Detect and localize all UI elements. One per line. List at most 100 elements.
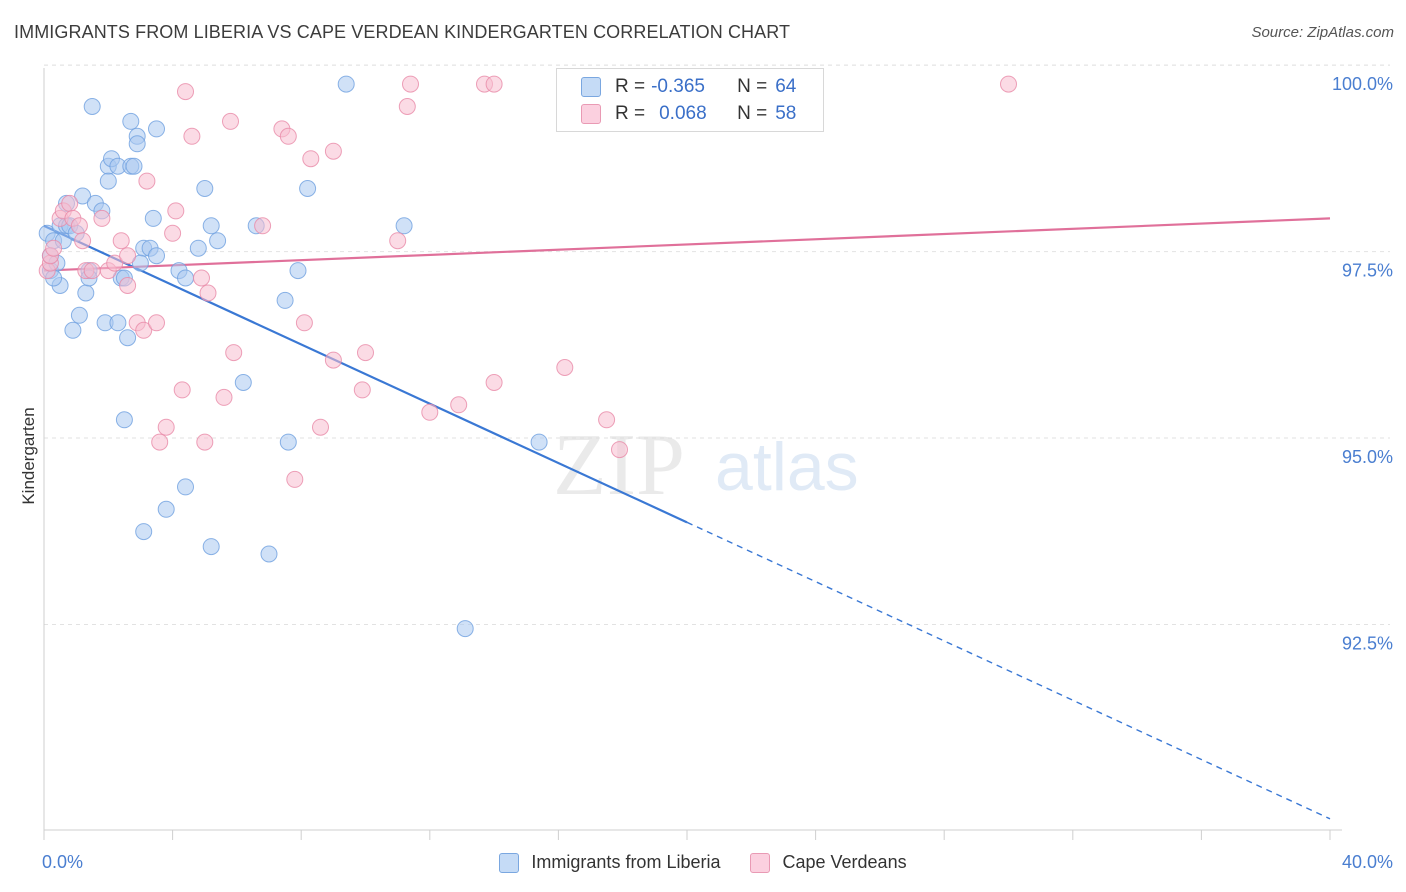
point-capeverde bbox=[389, 232, 407, 250]
point-liberia bbox=[99, 172, 117, 190]
point-liberia bbox=[299, 180, 317, 197]
point-capeverde bbox=[611, 441, 628, 459]
series-legend-capeverde[interactable]: Cape Verdeans bbox=[750, 852, 907, 873]
point-liberia bbox=[189, 239, 207, 257]
point-capeverde bbox=[151, 433, 169, 451]
point-capeverde bbox=[398, 98, 416, 115]
axes bbox=[43, 68, 1342, 840]
point-capeverde bbox=[598, 411, 616, 429]
point-capeverde bbox=[215, 388, 233, 406]
watermark-atlas: atlas bbox=[715, 429, 859, 505]
point-capeverde bbox=[302, 150, 320, 168]
trend-line-capeverde bbox=[43, 217, 1331, 272]
legend-row-liberia: R = -0.365 N = 64 bbox=[581, 75, 796, 99]
point-liberia bbox=[196, 180, 214, 197]
y-tick-label: 92.5% bbox=[1342, 634, 1393, 654]
point-capeverde bbox=[279, 127, 297, 145]
gridlines bbox=[44, 64, 1390, 626]
legend-n-label: N = bbox=[737, 103, 768, 124]
point-capeverde bbox=[225, 344, 243, 362]
point-capeverde bbox=[421, 403, 439, 421]
point-liberia bbox=[209, 232, 227, 250]
point-liberia bbox=[115, 411, 133, 429]
trend-line-liberia bbox=[43, 224, 688, 524]
point-capeverde bbox=[485, 75, 503, 93]
trend-lines bbox=[43, 217, 1331, 820]
point-capeverde bbox=[222, 112, 239, 130]
point-capeverde bbox=[70, 217, 88, 235]
legend-row-capeverde: R = 0.068 N = 58 bbox=[581, 102, 796, 126]
watermark: ZIP atlas bbox=[553, 417, 859, 514]
point-liberia bbox=[74, 187, 92, 205]
source-note: Source: ZipAtlas.com bbox=[1251, 24, 1394, 41]
chart-title: IMMIGRANTS FROM LIBERIA VS CAPE VERDEAN … bbox=[14, 22, 791, 42]
point-capeverde bbox=[45, 239, 63, 257]
point-capeverde bbox=[93, 209, 111, 227]
point-capeverde bbox=[193, 269, 210, 287]
point-liberia bbox=[395, 217, 413, 235]
series-swatch-liberia bbox=[499, 852, 520, 873]
series-legend-liberia[interactable]: Immigrants from Liberia bbox=[499, 852, 720, 873]
point-capeverde bbox=[450, 396, 468, 414]
point-capeverde bbox=[119, 277, 137, 294]
point-liberia bbox=[83, 98, 101, 115]
axis-labels: 92.5% 95.0% 97.5% 100.0% 0.0% 40.0% Kindergart… bbox=[19, 74, 1393, 872]
point-capeverde bbox=[295, 314, 313, 332]
point-liberia bbox=[128, 135, 146, 153]
series-legend: Immigrants from Liberia Cape Verdeans bbox=[0, 852, 1406, 873]
point-liberia bbox=[135, 523, 153, 541]
point-capeverde bbox=[148, 314, 165, 332]
legend-n-value: 58 bbox=[775, 103, 797, 124]
y-axis-label: Kindergarten bbox=[19, 407, 38, 504]
legend-r-value: 0.068 bbox=[659, 103, 707, 124]
point-capeverde bbox=[61, 194, 79, 212]
legend-swatch-liberia bbox=[581, 77, 601, 97]
point-liberia bbox=[148, 247, 165, 265]
point-capeverde bbox=[199, 284, 217, 302]
point-liberia bbox=[530, 433, 548, 451]
point-capeverde bbox=[286, 470, 304, 488]
legend-n-label: N = bbox=[737, 76, 768, 97]
point-capeverde bbox=[167, 202, 185, 220]
x-tick-label-min: 0.0% bbox=[42, 852, 83, 872]
series-label-liberia: Immigrants from Liberia bbox=[531, 852, 721, 872]
series-swatch-capeverde bbox=[750, 852, 771, 873]
point-liberia bbox=[202, 217, 220, 235]
point-capeverde bbox=[324, 142, 342, 160]
legend-r-label: R = bbox=[615, 103, 646, 124]
point-capeverde bbox=[157, 418, 175, 436]
x-tick-label-max: 40.0% bbox=[1342, 852, 1393, 872]
point-capeverde bbox=[135, 321, 153, 339]
point-liberia bbox=[144, 209, 162, 227]
point-capeverde bbox=[402, 75, 419, 93]
point-capeverde bbox=[177, 83, 194, 101]
point-liberia bbox=[276, 291, 294, 309]
point-capeverde bbox=[357, 344, 374, 362]
point-liberia bbox=[148, 120, 165, 138]
point-capeverde bbox=[164, 224, 182, 242]
point-capeverde bbox=[196, 433, 214, 451]
point-liberia bbox=[64, 321, 82, 339]
y-tick-label: 100.0% bbox=[1332, 74, 1393, 94]
point-capeverde bbox=[183, 127, 201, 145]
point-liberia bbox=[70, 306, 88, 324]
point-capeverde bbox=[173, 381, 191, 399]
trend-line-liberia-extrapolated bbox=[686, 521, 1331, 820]
point-liberia bbox=[122, 112, 140, 130]
point-liberia bbox=[125, 157, 143, 175]
point-liberia bbox=[131, 254, 149, 272]
point-liberia bbox=[177, 478, 194, 496]
y-tick-label: 95.0% bbox=[1342, 447, 1393, 467]
watermark-zip: ZIP bbox=[553, 417, 685, 514]
point-capeverde bbox=[324, 351, 342, 369]
point-capeverde bbox=[112, 232, 130, 250]
point-capeverde bbox=[83, 262, 101, 280]
y-tick-label: 97.5% bbox=[1342, 261, 1393, 281]
point-liberia bbox=[202, 538, 220, 556]
series-label-capeverde: Cape Verdeans bbox=[782, 852, 907, 872]
legend-r-value: -0.365 bbox=[651, 76, 705, 97]
point-capeverde bbox=[74, 232, 92, 250]
point-liberia bbox=[337, 75, 355, 93]
point-liberia bbox=[260, 545, 278, 563]
